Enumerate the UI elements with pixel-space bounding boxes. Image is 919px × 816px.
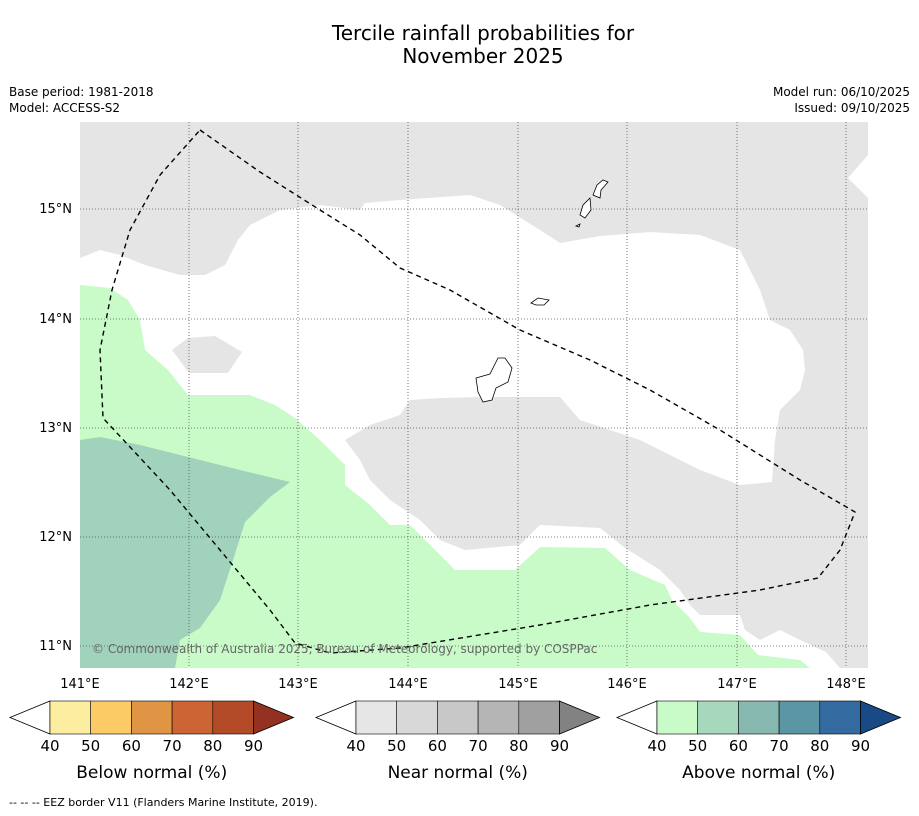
colorbar-tick-label: 50 [688,737,707,755]
chart-title: Tercile rainfall probabilities for Novem… [0,22,919,68]
near-normal-region-north [80,122,868,668]
colorbar-over-triangle [253,700,295,735]
colorbar-tick-label: 40 [346,737,365,755]
colorbar-swatch [212,700,254,735]
lon-label: 148°E [826,677,866,692]
eez-border [99,129,856,654]
colorbar-swatch [396,700,438,735]
colorbar-over-triangle [559,700,601,735]
colorbar-under-triangle [8,700,51,735]
colorbar-tick-label: 50 [387,737,406,755]
colorbar-tick-label: 60 [729,737,748,755]
colorbar-title: Below normal (%) [76,763,227,783]
island-aguijan [574,223,581,228]
lon-label: 141°E [60,677,100,692]
colorbar-tick-label: 80 [810,737,829,755]
land-outlines [475,179,609,403]
above-normal-strong-region [80,437,290,668]
colorbar-swatch [819,700,861,735]
colorbar-near-normal: 40 50 60 70 80 90 Near normal (%) [314,700,601,783]
lat-label: 15°N [39,202,72,217]
colorbar-swatch [738,700,780,735]
colorbar-tick-label: 50 [81,737,100,755]
colorbar-swatch [437,700,479,735]
colorbar-tick-label: 90 [550,737,569,755]
colorbar-tick-label: 80 [203,737,222,755]
colorbar-swatch [355,700,398,735]
colorbar-swatch [697,700,739,735]
above-normal-region [80,285,810,668]
colorbar-swatch [518,700,560,735]
colorbar-tick-label: 90 [244,737,263,755]
colorbar-tick-label: 70 [469,737,488,755]
lon-label: 144°E [388,677,428,692]
copyright-notice: © Commonwealth of Australia 2025, Bureau… [92,642,597,656]
lon-label: 147°E [717,677,757,692]
colorbar-tick-label: 60 [428,737,447,755]
colorbar-tick-label: 70 [163,737,182,755]
colorbar-tick-label: 60 [122,737,141,755]
issued-date: Issued: 09/10/2025 [794,101,910,115]
island-guam [475,357,513,403]
base-period: Base period: 1981-2018 [9,85,154,99]
colorbar-swatch [778,700,821,735]
map-area: © Commonwealth of Australia 2025, Bureau… [80,122,868,668]
colorbar-under-triangle [615,700,658,735]
colorbar-tick-label: 40 [647,737,666,755]
colorbar-tick-label: 90 [851,737,870,755]
colorbar-above-normal: 40 50 60 70 80 90 Above normal (%) [615,700,902,783]
colorbar-swatch [49,700,92,735]
title-line-1: Tercile rainfall probabilities for [331,21,635,45]
longitude-labels: 141°E 142°E 143°E 144°E 145°E 146°E 147°… [60,677,866,692]
lat-label: 12°N [39,530,72,545]
colorbar-over-triangle [860,700,902,735]
meta-left: Base period: 1981-2018 Model: ACCESS-S2 [9,84,154,116]
lat-label: 11°N [39,639,72,654]
colorbar-tick-label: 80 [509,737,528,755]
model-name: Model: ACCESS-S2 [9,101,121,115]
island-rota [530,297,550,306]
lon-label: 143°E [278,677,318,692]
eez-footnote: -- -- -- EEZ border V11 (Flanders Marine… [9,796,318,809]
latitude-labels: 15°N 14°N 13°N 12°N 11°N [39,202,72,654]
lat-label: 14°N [39,312,72,327]
colorbar-tick-label: 70 [770,737,789,755]
title-line-2: November 2025 [402,44,564,68]
colorbar-swatch [90,700,132,735]
colorbar-swatch [131,700,173,735]
colorbar-tick-label: 40 [40,737,59,755]
colorbar-title: Above normal (%) [682,763,835,783]
colorbar-below-normal: 40 50 60 70 80 90 Below normal (%) [8,700,295,783]
colorbar-swatch [171,700,214,735]
island-tinian [579,197,592,219]
model-run: Model run: 06/10/2025 [772,85,910,99]
meta-right: Model run: 06/10/2025 Issued: 09/10/2025 [773,84,910,116]
colorbar-swatch [656,700,699,735]
graticule [80,122,868,668]
near-normal-blob [172,336,242,373]
map-figure: © Commonwealth of Australia 2025, Bureau… [8,122,902,783]
lon-label: 145°E [498,677,538,692]
colorbar-swatch [477,700,520,735]
lon-label: 142°E [169,677,209,692]
island-saipan [592,179,609,199]
lat-label: 13°N [39,421,72,436]
colorbar-title: Near normal (%) [388,763,528,783]
lon-label: 146°E [607,677,647,692]
colorbar-under-triangle [314,700,357,735]
